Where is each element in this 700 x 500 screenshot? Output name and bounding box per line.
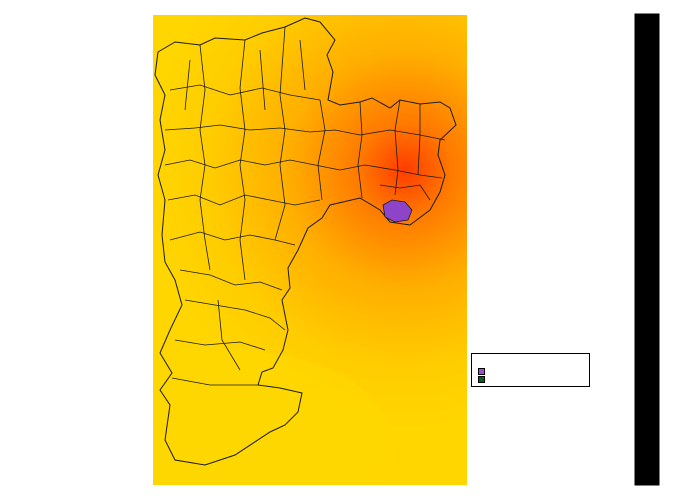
origin-zone xyxy=(382,199,413,223)
origin-swatch xyxy=(478,368,485,375)
color-scale-bar xyxy=(634,13,660,486)
legend-item-destination xyxy=(478,376,490,383)
legend-item-origin xyxy=(478,368,490,375)
district-boundaries xyxy=(164,26,446,386)
destination-swatch xyxy=(478,376,485,383)
legend xyxy=(471,353,590,387)
city-boundary xyxy=(154,17,457,466)
surface-lower-band xyxy=(153,350,390,485)
